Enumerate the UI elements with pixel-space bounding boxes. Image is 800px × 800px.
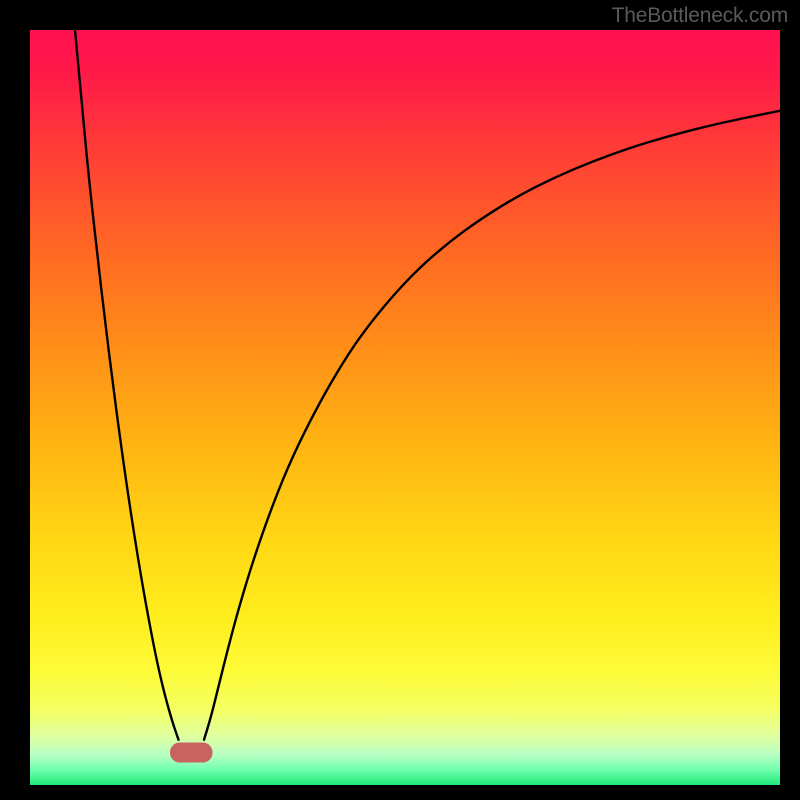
bottleneck-chart	[30, 30, 780, 785]
watermark-text: TheBottleneck.com	[612, 4, 788, 28]
chart-svg	[30, 30, 780, 785]
